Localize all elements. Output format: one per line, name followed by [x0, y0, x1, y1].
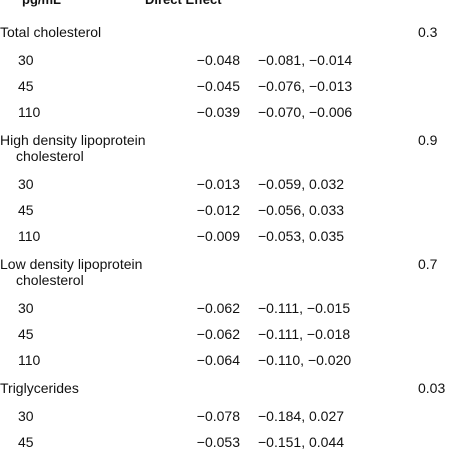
p-value: 0.9 — [418, 132, 438, 148]
direct-effect: −0.012 — [196, 202, 240, 218]
direct-effect: −0.009 — [196, 228, 240, 244]
group-row: High density lipoprotein cholesterol 0.9 — [0, 125, 474, 171]
data-row: 45 −0.053 −0.151, 0.044 — [0, 429, 474, 455]
group-row: Total cholesterol 0.3 — [0, 17, 474, 47]
group-name: Triglycerides — [0, 380, 79, 396]
dose: 30 — [18, 408, 34, 424]
header-row: pg/mL Direct Effect — [0, 0, 474, 17]
data-row: 30 −0.062 −0.111, −0.015 — [0, 295, 474, 321]
direct-effect: −0.013 — [196, 176, 240, 192]
direct-effect: −0.039 — [196, 104, 240, 120]
dose: 45 — [18, 326, 34, 342]
group-name: Total cholesterol — [0, 24, 102, 40]
direct-effect: −0.053 — [196, 434, 240, 450]
direct-effect: −0.078 — [196, 408, 240, 424]
confidence-interval: −0.081, −0.014 — [258, 52, 353, 68]
data-row: 110 −0.039 −0.070, −0.006 — [0, 99, 474, 125]
data-row: 45 −0.012 −0.056, 0.033 — [0, 197, 474, 223]
group-row: Triglycerides 0.03 — [0, 373, 474, 403]
direct-effect: −0.064 — [196, 352, 240, 368]
data-row: 110 −0.064 −0.110, −0.020 — [0, 347, 474, 373]
data-row: 110 −0.009 −0.053, 0.035 — [0, 223, 474, 249]
confidence-interval: −0.110, −0.020 — [258, 352, 352, 368]
confidence-interval: −0.053, 0.035 — [258, 228, 345, 244]
dose: 30 — [18, 52, 34, 68]
direct-effect: −0.062 — [196, 300, 240, 316]
confidence-interval: −0.059, 0.032 — [258, 176, 345, 192]
dose: 110 — [18, 104, 41, 120]
dose: 110 — [18, 352, 41, 368]
dose: 110 — [18, 228, 41, 244]
dose: 45 — [18, 434, 34, 450]
dose: 30 — [18, 176, 34, 192]
data-row: 30 −0.013 −0.059, 0.032 — [0, 171, 474, 197]
p-value: 0.3 — [418, 24, 438, 40]
direct-effect: −0.045 — [196, 78, 240, 94]
data-row: 30 −0.078 −0.184, 0.027 — [0, 403, 474, 429]
dose: 45 — [18, 202, 34, 218]
confidence-interval: −0.111, −0.018 — [258, 326, 351, 342]
header-dose: pg/mL — [22, 0, 61, 8]
confidence-interval: −0.184, 0.027 — [258, 408, 345, 424]
confidence-interval: −0.151, 0.044 — [258, 434, 345, 450]
data-row: 45 −0.062 −0.111, −0.018 — [0, 321, 474, 347]
confidence-interval: −0.070, −0.006 — [258, 104, 353, 120]
direct-effect: −0.048 — [196, 52, 240, 68]
p-value: 0.7 — [418, 256, 438, 272]
p-value: 0.03 — [418, 380, 446, 396]
dose: 45 — [18, 78, 34, 94]
group-row: Low density lipoprotein cholesterol 0.7 — [0, 249, 474, 295]
confidence-interval: −0.111, −0.015 — [258, 300, 351, 316]
direct-effect: −0.062 — [196, 326, 240, 342]
header-effect: Direct Effect — [145, 0, 222, 8]
dose: 30 — [18, 300, 34, 316]
data-row: 45 −0.045 −0.076, −0.013 — [0, 73, 474, 99]
group-name: High density lipoprotein cholesterol — [0, 132, 146, 164]
confidence-interval: −0.056, 0.033 — [258, 202, 345, 218]
data-row: 30 −0.048 −0.081, −0.014 — [0, 47, 474, 73]
group-name: Low density lipoprotein cholesterol — [0, 256, 143, 288]
confidence-interval: −0.076, −0.013 — [258, 78, 353, 94]
